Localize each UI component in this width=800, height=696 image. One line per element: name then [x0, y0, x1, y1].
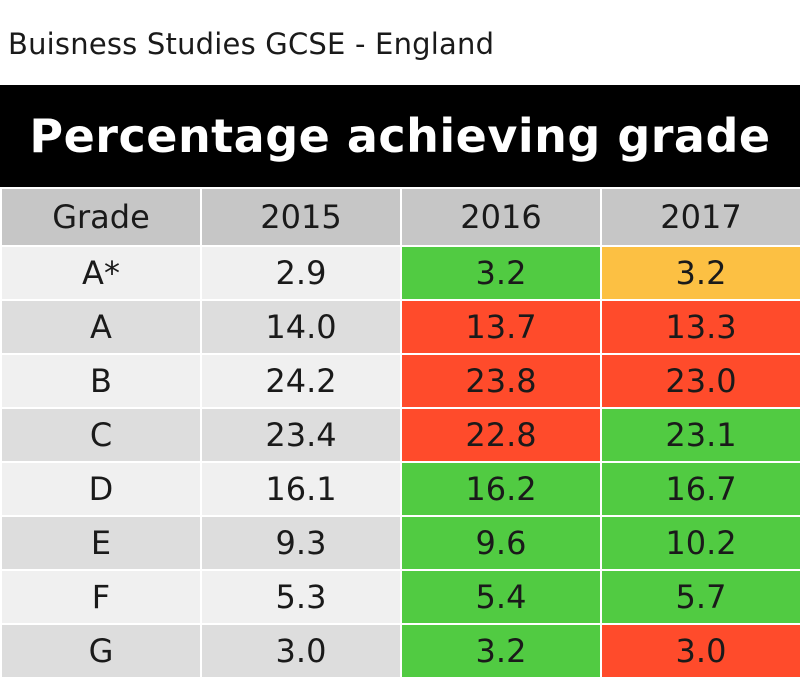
- grade-cell: C: [0, 407, 202, 463]
- table-row: C 23.4 22.8 23.1: [0, 407, 800, 463]
- value-cell-2016: 9.6: [400, 515, 602, 571]
- table-row: E 9.3 9.6 10.2: [0, 515, 800, 571]
- table-title: Percentage achieving grade: [29, 109, 771, 163]
- column-header-2017: 2017: [600, 187, 800, 247]
- value-cell-2015: 16.1: [200, 461, 402, 517]
- value-cell-2017: 23.1: [600, 407, 800, 463]
- value-cell-2017: 13.3: [600, 299, 800, 355]
- value-cell-2016: 13.7: [400, 299, 602, 355]
- value-cell-2015: 5.3: [200, 569, 402, 625]
- table-row: D 16.1 16.2 16.7: [0, 461, 800, 517]
- value-cell-2015: 14.0: [200, 299, 402, 355]
- grades-table: Grade 2015 2016 2017 A* 2.9 3.2 3.2 A 14.0 13.…: [0, 187, 800, 679]
- table-row: F 5.3 5.4 5.7: [0, 569, 800, 625]
- grade-cell: A*: [0, 245, 202, 301]
- grade-cell: G: [0, 623, 202, 679]
- table-row: B 24.2 23.8 23.0: [0, 353, 800, 409]
- value-cell-2017: 5.7: [600, 569, 800, 625]
- value-cell-2017: 23.0: [600, 353, 800, 409]
- column-header-2015: 2015: [200, 187, 402, 247]
- grade-cell: D: [0, 461, 202, 517]
- grade-cell: B: [0, 353, 202, 409]
- grade-cell: F: [0, 569, 202, 625]
- value-cell-2016: 5.4: [400, 569, 602, 625]
- value-cell-2016: 16.2: [400, 461, 602, 517]
- table-header-row: Grade 2015 2016 2017: [0, 187, 800, 247]
- value-cell-2016: 22.8: [400, 407, 602, 463]
- value-cell-2017: 3.2: [600, 245, 800, 301]
- value-cell-2017: 16.7: [600, 461, 800, 517]
- value-cell-2017: 3.0: [600, 623, 800, 679]
- value-cell-2015: 9.3: [200, 515, 402, 571]
- value-cell-2016: 3.2: [400, 623, 602, 679]
- grade-cell: A: [0, 299, 202, 355]
- column-header-grade: Grade: [0, 187, 202, 247]
- table-body: A* 2.9 3.2 3.2 A 14.0 13.7 13.3 B 24.2 23.8 23.0 C 23…: [0, 245, 800, 679]
- value-cell-2015: 24.2: [200, 353, 402, 409]
- value-cell-2016: 23.8: [400, 353, 602, 409]
- table-row: A 14.0 13.7 13.3: [0, 299, 800, 355]
- table-title-bar: Percentage achieving grade: [0, 85, 800, 187]
- grade-cell: E: [0, 515, 202, 571]
- value-cell-2015: 3.0: [200, 623, 402, 679]
- page-subtitle: Buisness Studies GCSE - England: [8, 27, 495, 61]
- value-cell-2017: 10.2: [600, 515, 800, 571]
- table-row: A* 2.9 3.2 3.2: [0, 245, 800, 301]
- value-cell-2015: 2.9: [200, 245, 402, 301]
- value-cell-2015: 23.4: [200, 407, 402, 463]
- column-header-2016: 2016: [400, 187, 602, 247]
- table-row: G 3.0 3.2 3.0: [0, 623, 800, 679]
- value-cell-2016: 3.2: [400, 245, 602, 301]
